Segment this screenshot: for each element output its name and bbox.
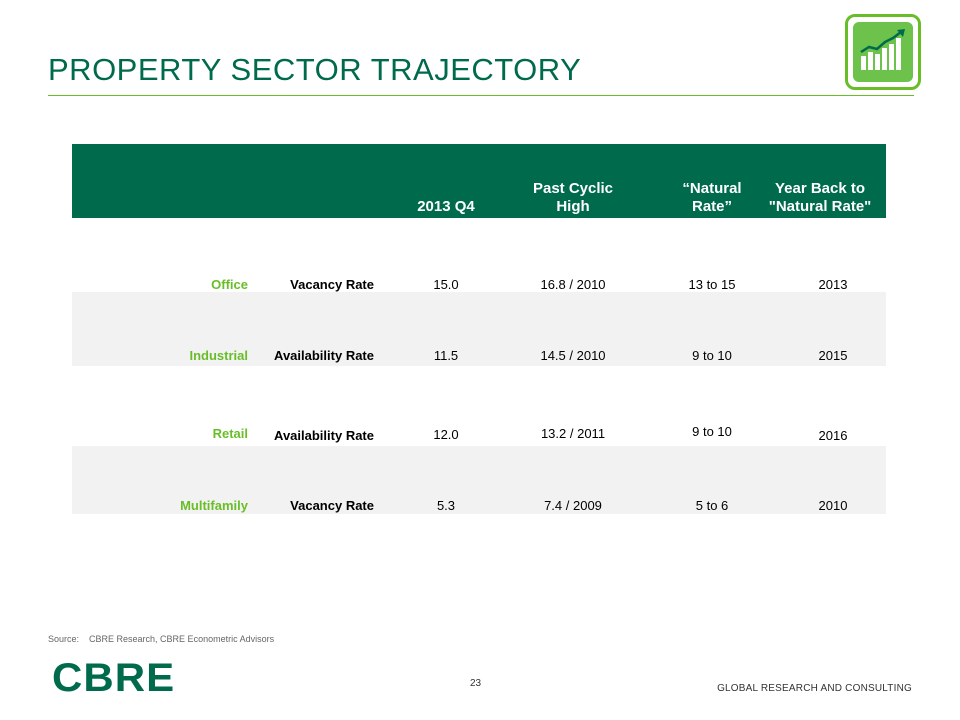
table-row: Office Vacancy Rate 15.0 16.8 / 2010 13 … bbox=[72, 218, 886, 292]
row-2013-q4: 12.0 bbox=[433, 427, 459, 442]
header-past-cyclic-high: Past Cyclic High bbox=[532, 180, 614, 215]
row-year-back: 2013 bbox=[818, 277, 848, 292]
table-row: Retail Availability Rate 12.0 13.2 / 201… bbox=[72, 366, 886, 446]
table-header: 2013 Q4 Past Cyclic High “Natural Rate” … bbox=[72, 144, 886, 218]
row-2013-q4: 15.0 bbox=[433, 277, 459, 292]
row-sector: Retail bbox=[212, 426, 248, 441]
table-row: Industrial Availability Rate 11.5 14.5 /… bbox=[72, 292, 886, 366]
header-natural-rate: “Natural Rate” bbox=[682, 180, 742, 215]
badge-background bbox=[853, 22, 913, 82]
header-year-back: Year Back to "Natural Rate" bbox=[768, 180, 872, 215]
sector-table: 2013 Q4 Past Cyclic High “Natural Rate” … bbox=[72, 144, 886, 514]
row-sector: Multifamily bbox=[180, 498, 248, 513]
page-title: PROPERTY SECTOR TRAJECTORY bbox=[48, 52, 582, 87]
header-2013-q4: 2013 Q4 bbox=[417, 198, 475, 215]
page-number: 23 bbox=[470, 678, 482, 689]
row-past-cyclic-high: 13.2 / 2011 bbox=[540, 426, 606, 441]
row-2013-q4: 5.3 bbox=[436, 498, 456, 513]
row-past-cyclic-high: 14.5 / 2010 bbox=[540, 348, 606, 363]
row-natural-rate: 5 to 6 bbox=[695, 498, 729, 513]
row-natural-rate: 9 to 10 bbox=[692, 424, 732, 439]
table-row: Multifamily Vacancy Rate 5.3 7.4 / 2009 … bbox=[72, 446, 886, 514]
row-past-cyclic-high: 7.4 / 2009 bbox=[544, 498, 602, 513]
row-natural-rate: 9 to 10 bbox=[692, 348, 732, 363]
source-label: Source: bbox=[48, 634, 80, 644]
row-metric: Vacancy Rate bbox=[290, 498, 374, 513]
title-divider bbox=[48, 95, 914, 96]
cbre-logo: CBRE bbox=[52, 656, 176, 700]
row-sector: Industrial bbox=[189, 348, 248, 363]
source-note: Source: CBRE Research, CBRE Econometric A… bbox=[48, 634, 274, 644]
row-year-back: 2015 bbox=[818, 348, 848, 363]
footer-text: GLOBAL RESEARCH AND CONSULTING bbox=[717, 683, 912, 694]
row-natural-rate: 13 to 15 bbox=[688, 277, 736, 292]
row-past-cyclic-high: 16.8 / 2010 bbox=[540, 277, 606, 292]
row-sector: Office bbox=[211, 277, 248, 292]
rising-bar-chart-icon bbox=[860, 29, 905, 70]
chart-badge bbox=[845, 14, 921, 90]
row-year-back: 2016 bbox=[818, 428, 848, 443]
row-metric: Vacancy Rate bbox=[290, 277, 374, 292]
row-metric: Availability Rate bbox=[274, 348, 374, 363]
row-year-back: 2010 bbox=[818, 498, 848, 513]
source-text: CBRE Research, CBRE Econometric Advisors bbox=[89, 634, 275, 644]
row-2013-q4: 11.5 bbox=[433, 348, 459, 363]
row-metric: Availability Rate bbox=[274, 428, 374, 443]
